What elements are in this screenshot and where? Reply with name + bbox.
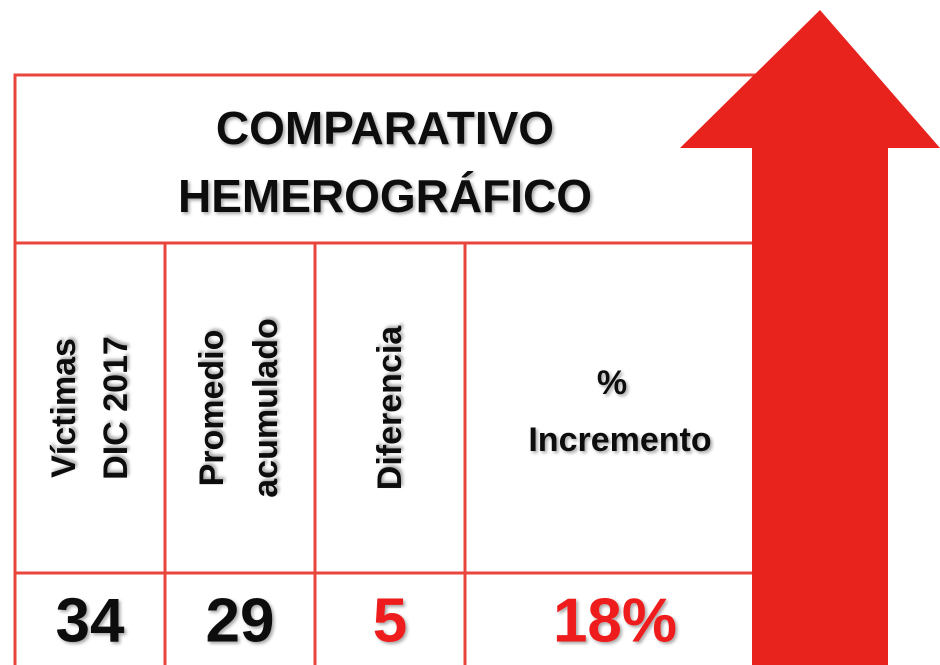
header-cell	[463, 241, 762, 575]
title-line: HEMEROGRÁFICO	[178, 170, 592, 222]
value: 29	[206, 586, 275, 655]
column-header: acumulado	[247, 318, 285, 497]
column-header: Diferencia	[371, 325, 409, 490]
header-cell	[163, 241, 317, 575]
column-header: DIC 2017	[97, 336, 135, 480]
value: 18%	[553, 586, 677, 655]
value: 5	[373, 586, 407, 655]
value: 34	[56, 586, 125, 655]
header-cell	[13, 241, 167, 575]
column-header: Incremento	[528, 421, 711, 459]
title-line: COMPARATIVO	[216, 102, 554, 154]
column-header: Víctimas	[45, 338, 83, 478]
up-arrow	[680, 10, 940, 665]
column-header: Promedio	[193, 330, 231, 487]
column-header: %	[597, 364, 627, 402]
